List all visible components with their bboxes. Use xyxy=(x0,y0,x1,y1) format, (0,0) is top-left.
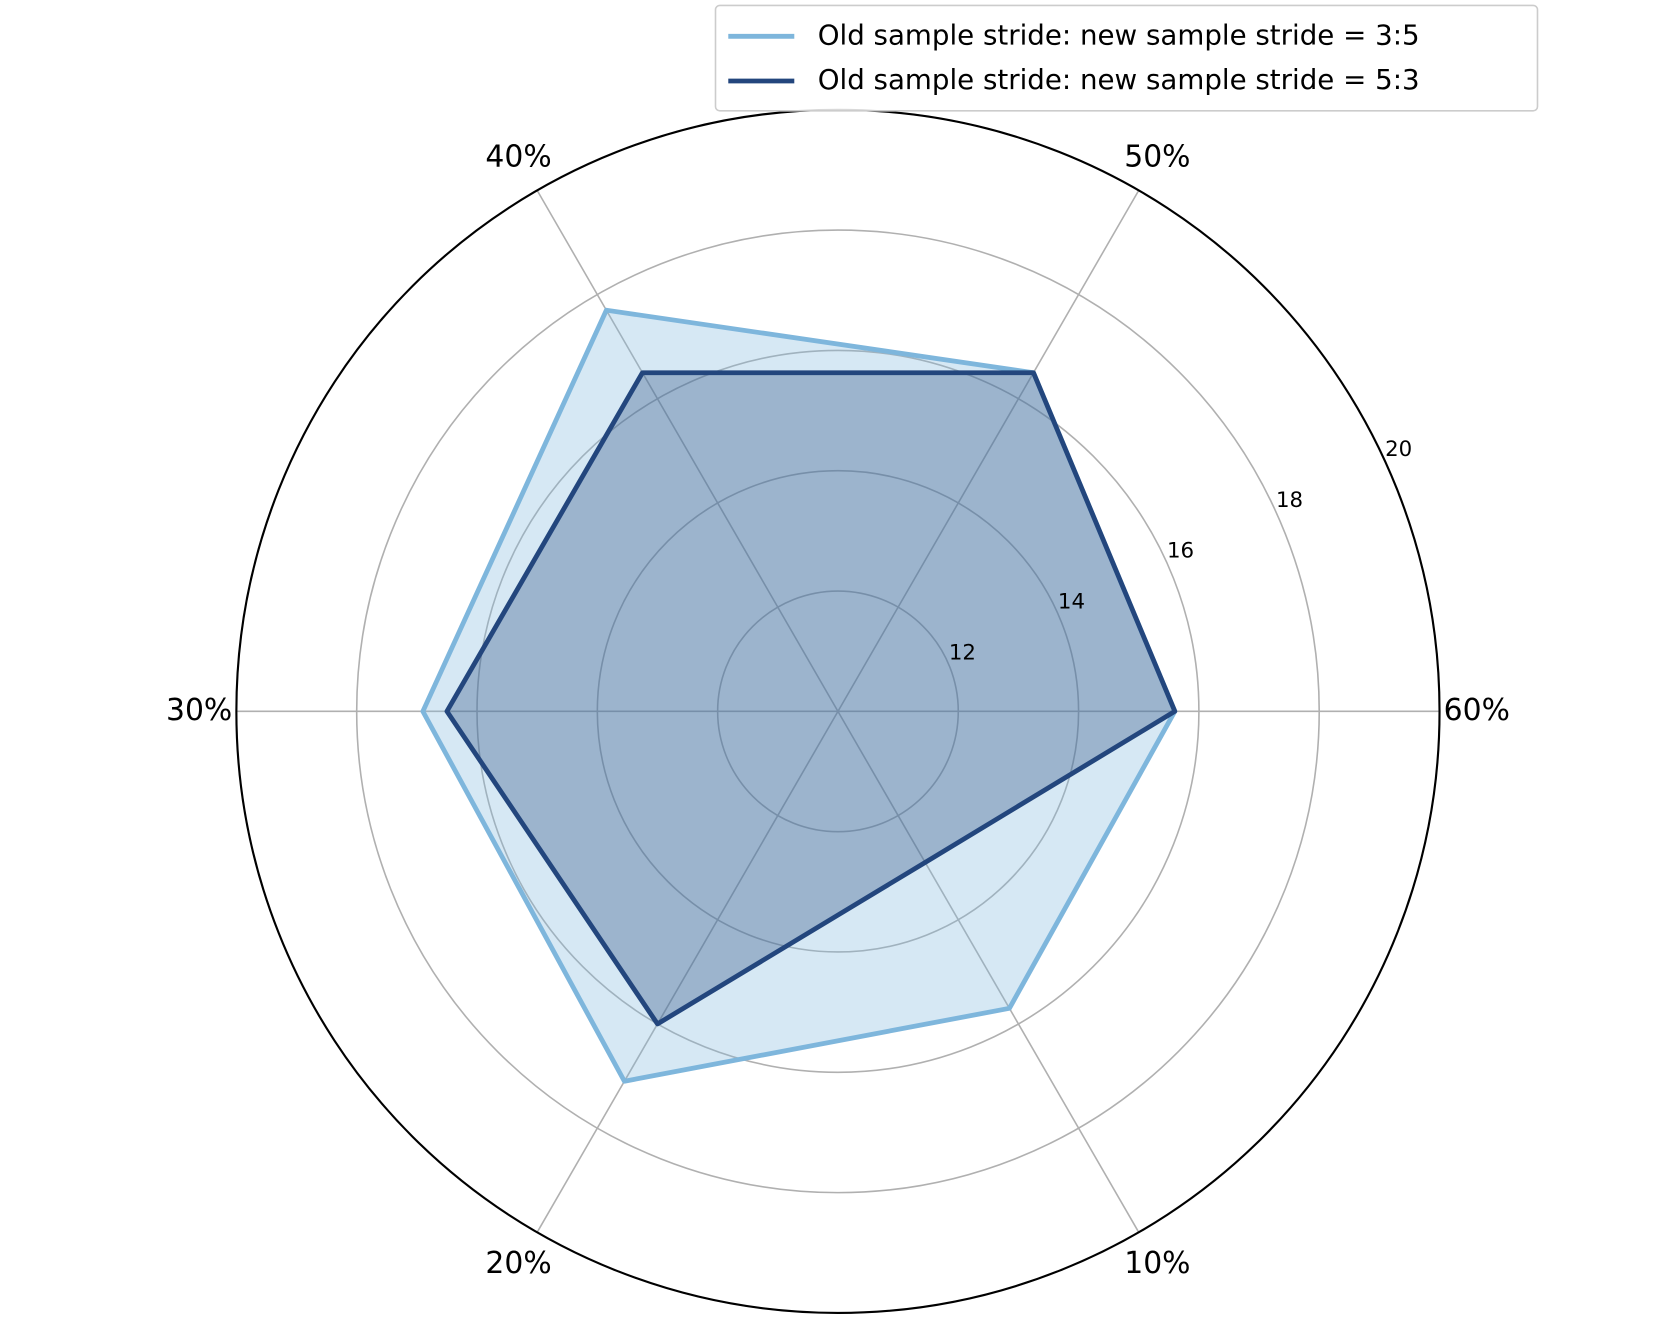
r-tick-label: 18 xyxy=(1276,488,1303,513)
series-area xyxy=(422,310,1175,1082)
legend-label: Old sample stride: new sample stride = 3… xyxy=(818,18,1420,51)
spoke xyxy=(837,189,1140,712)
r-tick-label: 12 xyxy=(949,640,976,665)
category-label: 40% xyxy=(485,140,551,175)
category-label: 60% xyxy=(1444,693,1510,728)
category-label: 10% xyxy=(1124,1246,1190,1281)
legend-label: Old sample stride: new sample stride = 5… xyxy=(818,63,1420,96)
spoke xyxy=(837,710,1140,1233)
category-label: 20% xyxy=(485,1246,551,1281)
r-tick-label: 14 xyxy=(1058,589,1085,614)
spoke xyxy=(536,189,839,712)
category-label: 50% xyxy=(1124,140,1190,175)
legend-box xyxy=(714,4,1539,112)
category-label: 30% xyxy=(166,693,232,728)
r-tick-label: 20 xyxy=(1385,437,1412,462)
series-area xyxy=(446,372,1175,1024)
r-tick-label: 16 xyxy=(1167,539,1194,564)
series-line xyxy=(444,370,1178,1027)
spoke xyxy=(536,710,839,1233)
